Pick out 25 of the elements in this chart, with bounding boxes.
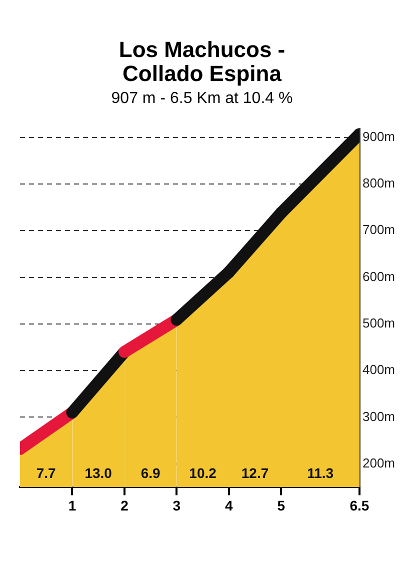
y-tick-label: 300m xyxy=(362,408,396,424)
annotation: 10.2 xyxy=(189,465,217,482)
chart-title: Los Machucos - Collado Espina xyxy=(118,37,286,86)
y-tick-label: 500m xyxy=(362,316,396,331)
x-tick-label: 2 xyxy=(120,497,129,514)
chart-subtitle: 907 m - 6.5 Km at 10.4 % xyxy=(110,90,294,108)
x-tick-label: 5 xyxy=(277,497,286,514)
y-tick-label: 200m xyxy=(362,455,396,470)
y-tick-label: 700m xyxy=(362,222,396,238)
x-tick-label: 6.5 xyxy=(350,497,370,514)
y-tick-label: 600m xyxy=(362,268,396,284)
annotation: 6.9 xyxy=(140,465,161,482)
point xyxy=(170,314,183,326)
x-tick-label: 3 xyxy=(172,497,181,514)
y-tick-label: 400m xyxy=(362,362,396,378)
point xyxy=(66,406,78,419)
x-tick-label: 1 xyxy=(68,497,76,514)
annotation: 7.7 xyxy=(36,465,56,482)
y-tick-label: 800m xyxy=(362,176,396,191)
point xyxy=(118,346,130,358)
annotation: 11.3 xyxy=(307,465,334,482)
annotation: 13.0 xyxy=(84,465,112,482)
annotation: 12.7 xyxy=(241,465,269,482)
y-tick-label: 900m xyxy=(362,128,396,144)
x-tick-label: 4 xyxy=(225,497,234,514)
